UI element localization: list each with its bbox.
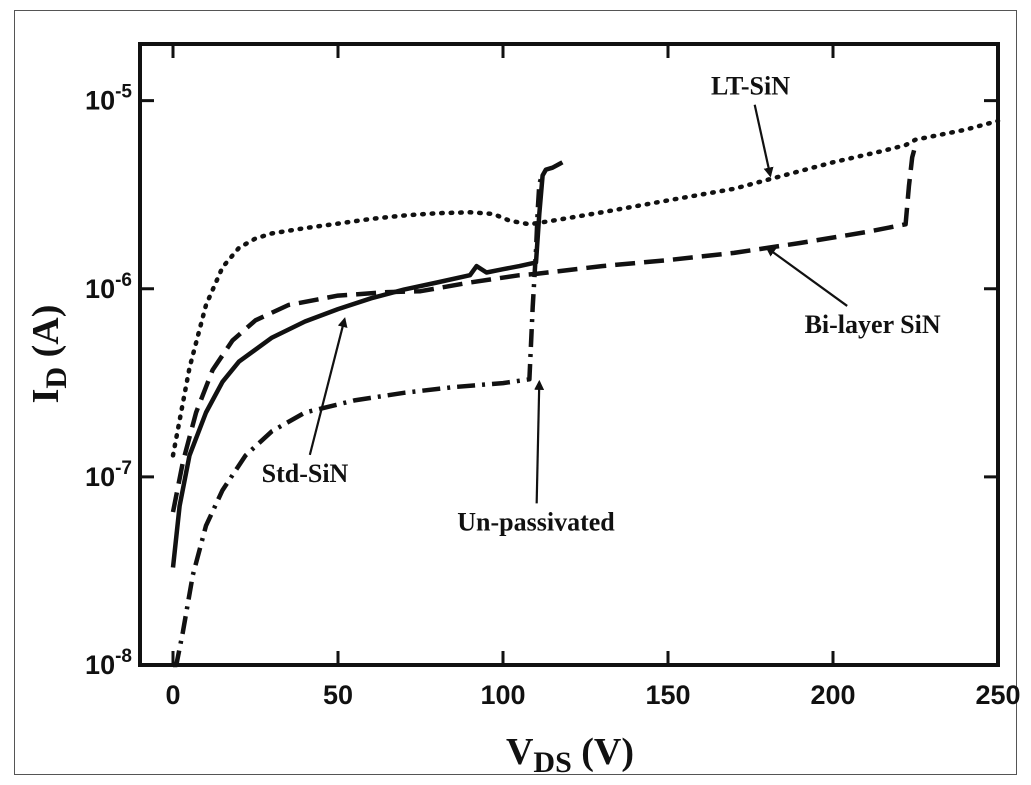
series-line-std-sin — [170, 160, 564, 568]
y-tick-label: 10-6 — [85, 270, 132, 304]
annotation-label: Bi-layer SiN — [805, 310, 941, 339]
y-tick-labels: 10-810-710-610-5 — [85, 82, 132, 680]
plot-border — [138, 42, 1000, 667]
y-tick-label-base: 10 — [85, 86, 115, 116]
y-axis-label-main: I — [25, 389, 67, 404]
y-tick-label: 10-7 — [85, 458, 132, 492]
series-line-bi-layer-sin — [170, 144, 918, 513]
x-axis-label-main: V — [506, 731, 534, 773]
series-line-lt-sin — [170, 118, 1001, 458]
annotation-label: LT-SiN — [711, 72, 790, 101]
x-axis-label: VDS (V) — [506, 731, 634, 779]
series-line-un-passivated — [173, 172, 545, 668]
y-tick-label-base: 10 — [85, 274, 115, 304]
figure-frame — [14, 10, 1017, 775]
x-tick-label: 100 — [480, 680, 525, 710]
annotation-label: Std-SiN — [262, 459, 349, 488]
x-tick-label: 50 — [323, 680, 353, 710]
annotation-arrow — [765, 246, 848, 307]
y-tick-label-base: 10 — [85, 462, 115, 492]
y-tick-label-exp: -6 — [115, 270, 132, 291]
y-axis-label: ID (A) — [25, 305, 73, 404]
y-tick-label-exp: -5 — [115, 82, 132, 103]
y-axis-label-unit: (A) — [25, 305, 67, 367]
y-tick-label-base: 10 — [85, 650, 115, 680]
y-tick-label-exp: -8 — [115, 646, 132, 667]
x-tick-labels: 0 50 100 150 200 250 — [165, 680, 1020, 710]
y-tick-label: 10-8 — [85, 646, 132, 680]
x-tick-label: 200 — [810, 680, 855, 710]
annotation-labels: LT-SiN Bi-layer SiN Std-SiN Un-passivated — [262, 72, 941, 537]
annotation-arrow — [534, 379, 545, 504]
x-axis-label-unit: (V) — [572, 731, 634, 773]
annotation-arrow — [753, 104, 774, 178]
x-tick-label: 150 — [645, 680, 690, 710]
tick-marks — [140, 44, 1000, 667]
plot-lines — [170, 118, 1001, 668]
annotation-label: Un-passivated — [457, 507, 615, 536]
y-tick-label-exp: -7 — [115, 458, 132, 479]
annotation-arrow — [308, 317, 348, 456]
y-axis-label-sub: D — [40, 367, 73, 389]
x-tick-label: 0 — [165, 680, 180, 710]
y-tick-label: 10-5 — [85, 82, 132, 116]
x-axis-label-sub: DS — [533, 746, 571, 779]
x-tick-label: 250 — [975, 680, 1020, 710]
annotation-arrows — [308, 104, 848, 504]
